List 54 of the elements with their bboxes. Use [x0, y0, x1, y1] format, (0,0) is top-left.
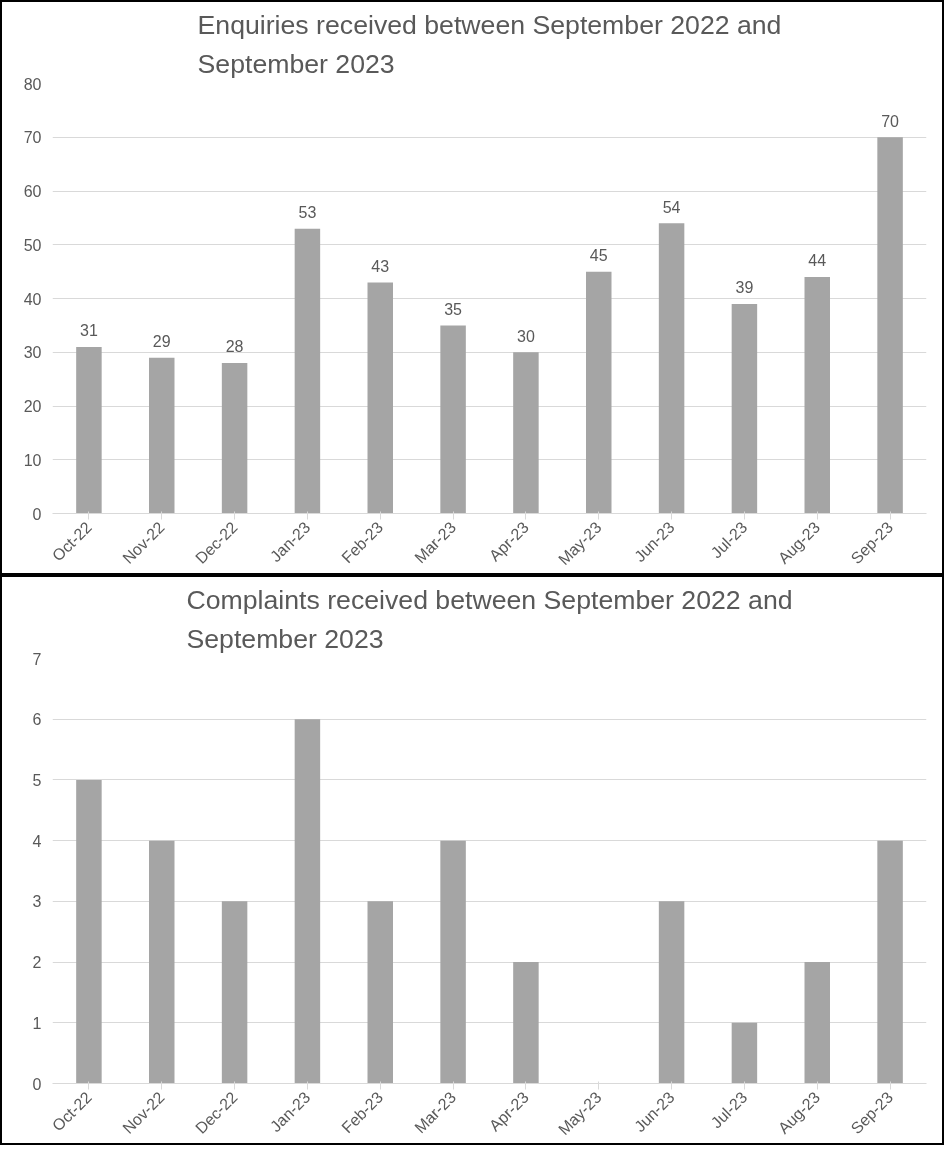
data-label: 31: [80, 322, 98, 340]
data-label: 39: [735, 279, 754, 297]
y-tick-label: 0: [32, 505, 42, 523]
bar: [440, 840, 466, 1084]
y-tick-label: 0: [32, 1075, 42, 1093]
data-label: 53: [298, 203, 317, 221]
y-tick-label: 5: [32, 771, 42, 789]
y-tick-label: 40: [23, 290, 42, 308]
bar: [367, 901, 393, 1084]
bar: [513, 352, 539, 514]
data-label: 43: [371, 257, 390, 275]
bar: [804, 962, 830, 1084]
bar: [658, 223, 685, 514]
chart-title: Enquiries received between September 2022 and September 2023: [197, 9, 782, 79]
y-tick-label: 30: [23, 344, 42, 362]
data-label: 44: [808, 252, 827, 270]
bar: [221, 363, 248, 514]
bar: [731, 1022, 758, 1084]
bar: [586, 271, 612, 514]
y-tick-label: 10: [23, 451, 42, 469]
bar: [513, 962, 539, 1084]
y-tick-label: 7: [32, 650, 42, 668]
bar: [658, 901, 685, 1084]
data-label: 30: [517, 327, 535, 345]
y-tick-label: 1: [32, 1014, 42, 1032]
bar: [804, 277, 830, 514]
chart-title: Complaints received between September 2022 and September 2023: [186, 584, 793, 654]
y-tick-label: 50: [23, 236, 42, 254]
bar: [221, 901, 248, 1084]
data-label: 45: [589, 246, 608, 264]
bar: [76, 779, 102, 1084]
y-tick-label: 4: [32, 832, 42, 850]
y-tick-label: 2: [32, 954, 42, 972]
data-label: 35: [444, 300, 463, 318]
bar: [294, 719, 321, 1084]
bar: [149, 840, 175, 1084]
data-label: 29: [152, 332, 171, 350]
bar: [367, 282, 393, 514]
bar: [149, 357, 175, 514]
bar: [440, 325, 466, 514]
bar: [294, 228, 321, 514]
data-label: 54: [662, 198, 681, 216]
data-label: 70: [881, 112, 900, 130]
data-label: 28: [225, 338, 244, 356]
bar: [76, 346, 102, 514]
bar: [731, 303, 758, 514]
y-tick-label: 60: [23, 183, 42, 200]
y-tick-label: 3: [32, 893, 42, 911]
y-tick-label: 70: [23, 129, 42, 147]
y-tick-label: 20: [23, 398, 42, 415]
y-tick-label: 80: [23, 75, 42, 93]
bar: [877, 137, 903, 514]
bar: [877, 840, 903, 1084]
y-tick-label: 6: [32, 711, 42, 729]
